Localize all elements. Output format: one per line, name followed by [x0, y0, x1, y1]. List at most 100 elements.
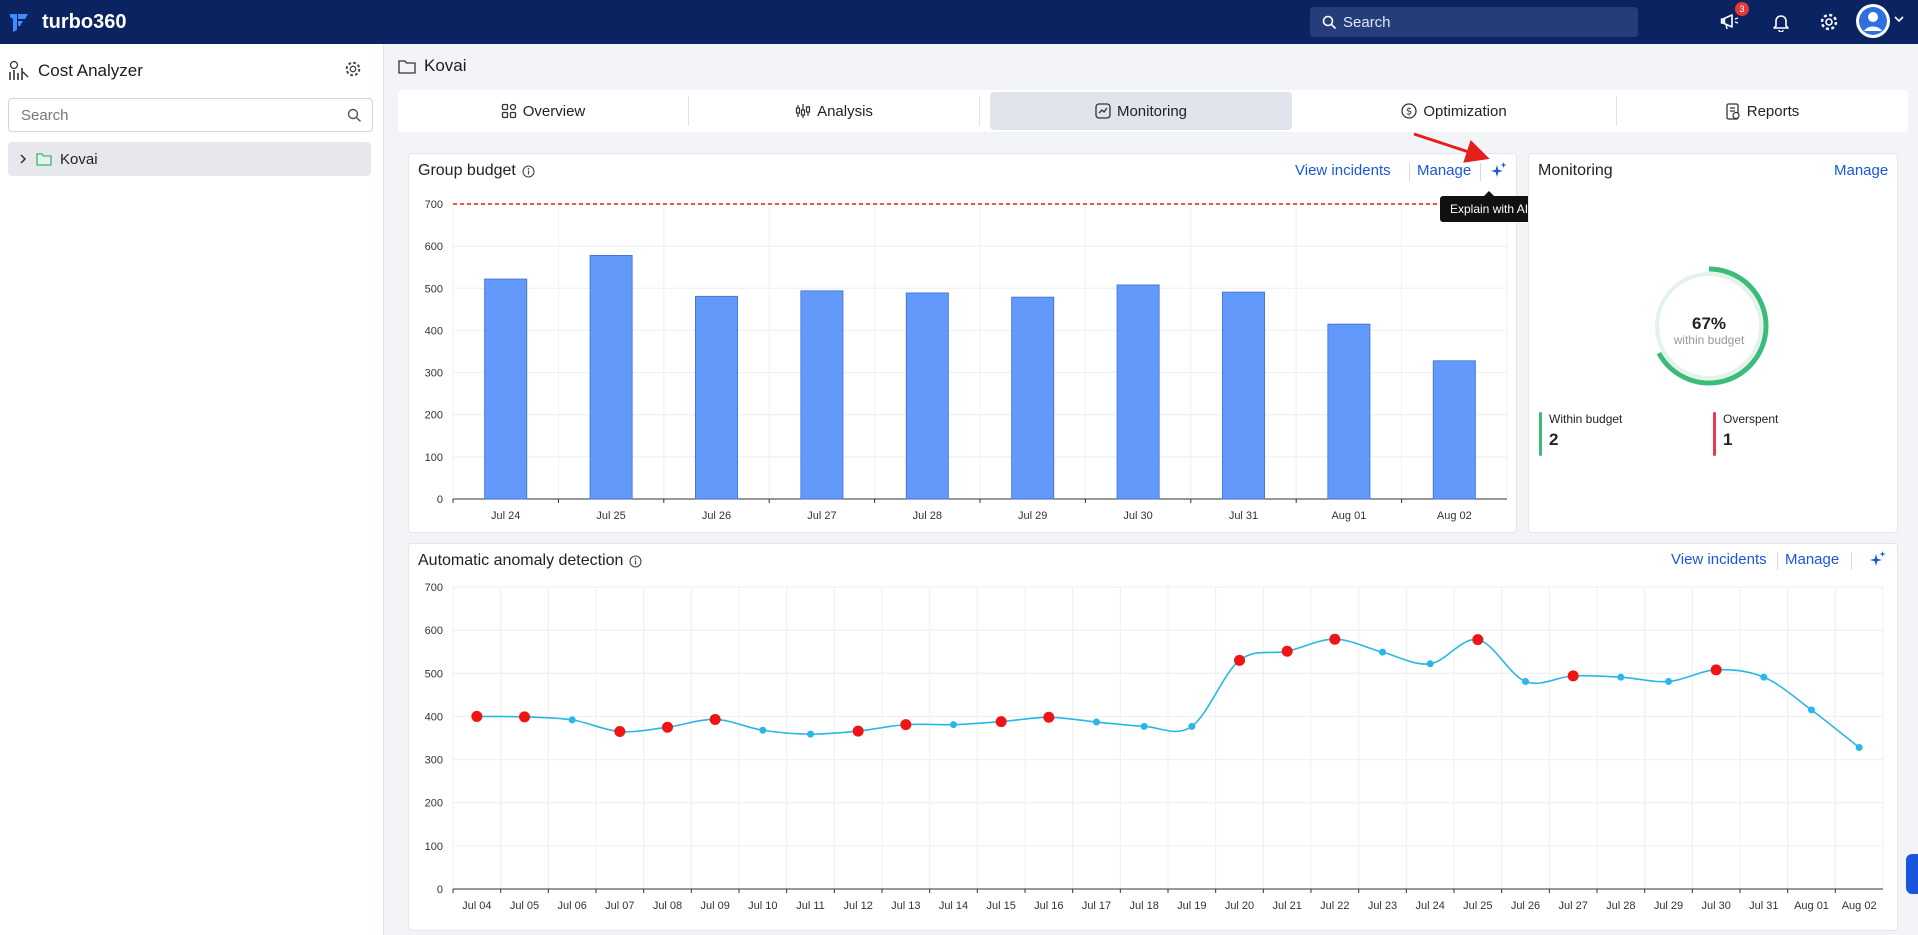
- anomaly-point[interactable]: [1281, 645, 1293, 657]
- turbo360-logo-icon: [10, 14, 28, 32]
- feedback-side-tab[interactable]: [1906, 854, 1918, 894]
- sidebar-search-input[interactable]: [21, 106, 341, 124]
- x-tick-label: Jul 22: [1320, 900, 1349, 912]
- bar[interactable]: [1222, 291, 1265, 500]
- y-tick-label: 500: [425, 283, 443, 295]
- view-incidents-link[interactable]: View incidents: [1671, 551, 1767, 568]
- monitoring-icon: [1095, 103, 1111, 119]
- anomaly-point[interactable]: [709, 713, 721, 725]
- annotation-arrow: [1413, 132, 1490, 163]
- anomaly-detection-card: Automatic anomaly detection View inciden…: [408, 543, 1898, 931]
- y-tick-label: 300: [425, 755, 443, 767]
- monitoring-card: Monitoring Manage 67% within budget With…: [1528, 153, 1898, 533]
- anomaly-point[interactable]: [614, 726, 626, 738]
- folder-icon: [36, 152, 52, 166]
- bar[interactable]: [1327, 323, 1371, 500]
- data-point[interactable]: [1665, 677, 1672, 685]
- y-tick-label: 400: [425, 325, 443, 337]
- info-icon[interactable]: [522, 164, 535, 178]
- data-point[interactable]: [568, 716, 576, 724]
- anomaly-point[interactable]: [519, 711, 530, 723]
- data-point[interactable]: [950, 721, 957, 729]
- anomaly-point[interactable]: [852, 725, 864, 737]
- tab-divider: [1616, 96, 1617, 126]
- sidebar-search-field[interactable]: [8, 98, 373, 132]
- search-icon: [1322, 15, 1337, 30]
- card-title-text: Monitoring: [1538, 162, 1613, 179]
- tab-reports[interactable]: Reports: [1617, 92, 1907, 130]
- overspent-stat: Overspent 1: [1713, 412, 1778, 456]
- tab-analysis[interactable]: Analysis: [689, 92, 979, 130]
- within-budget-indicator: [1539, 412, 1542, 456]
- x-tick-label: Jul 29: [1654, 900, 1683, 912]
- manage-link[interactable]: Manage: [1417, 162, 1472, 179]
- explain-with-ai-button[interactable]: [1869, 550, 1887, 568]
- x-tick-label: Jul 20: [1225, 900, 1254, 912]
- global-search-input[interactable]: Search: [1310, 7, 1638, 37]
- x-tick-label: Jul 18: [1129, 900, 1158, 912]
- anomaly-point[interactable]: [900, 719, 912, 731]
- anomaly-point[interactable]: [1329, 633, 1341, 645]
- data-point[interactable]: [1140, 722, 1148, 730]
- within-budget-count: 2: [1549, 430, 1559, 449]
- tab-overview[interactable]: Overview: [398, 92, 688, 130]
- anomaly-line-chart: 0 100 200 300 400 500 600 700 Jul 04 Jul 05 Jul 06…: [425, 582, 1884, 912]
- x-tick-label: Jul 11: [796, 900, 825, 912]
- data-point[interactable]: [1522, 677, 1529, 685]
- data-point[interactable]: [1760, 673, 1768, 681]
- bar[interactable]: [1116, 284, 1160, 500]
- anomaly-point[interactable]: [471, 710, 483, 722]
- data-point[interactable]: [1855, 743, 1863, 751]
- data-point[interactable]: [1808, 706, 1815, 714]
- data-point[interactable]: [1426, 660, 1434, 668]
- bar[interactable]: [1432, 360, 1476, 500]
- x-tick-label: Jul 16: [1034, 900, 1063, 912]
- bar[interactable]: [695, 295, 738, 500]
- within-budget-stat: Within budget 2: [1539, 412, 1622, 456]
- bar[interactable]: [484, 278, 528, 500]
- chevron-down-icon[interactable]: [1893, 13, 1905, 25]
- card-title-text: Automatic anomaly detection: [418, 552, 624, 569]
- anomaly-point[interactable]: [1710, 664, 1722, 676]
- anomaly-point[interactable]: [1567, 670, 1579, 682]
- tree-item-kovai[interactable]: Kovai: [8, 142, 371, 176]
- data-point[interactable]: [1188, 722, 1196, 730]
- gear-icon: [1820, 13, 1838, 31]
- notifications-button[interactable]: [1767, 8, 1795, 36]
- brand-logo[interactable]: turbo360: [8, 11, 126, 34]
- data-point[interactable]: [1379, 648, 1386, 656]
- anomaly-point[interactable]: [995, 716, 1007, 728]
- settings-button[interactable]: [1815, 8, 1843, 36]
- bar[interactable]: [800, 290, 844, 500]
- search-icon: [347, 108, 362, 128]
- folder-icon: [398, 59, 416, 74]
- monitoring-manage-link[interactable]: Manage: [1834, 162, 1889, 179]
- anomaly-point[interactable]: [662, 721, 673, 733]
- global-search-placeholder: Search: [1343, 13, 1391, 31]
- x-tick-label: Jul 26: [1511, 900, 1540, 912]
- anomaly-point[interactable]: [1234, 654, 1245, 666]
- tab-monitoring[interactable]: Monitoring: [990, 92, 1292, 130]
- chevron-right-icon[interactable]: [18, 154, 28, 164]
- tab-optimization[interactable]: $ Optimization: [1292, 92, 1616, 130]
- anomaly-point[interactable]: [1472, 634, 1484, 646]
- bar[interactable]: [1011, 296, 1055, 500]
- bar[interactable]: [589, 255, 633, 500]
- sidebar-settings-button[interactable]: [344, 60, 362, 83]
- bar[interactable]: [905, 292, 949, 500]
- data-point[interactable]: [759, 726, 767, 734]
- manage-link[interactable]: Manage: [1785, 551, 1840, 568]
- report-icon: [1725, 102, 1741, 120]
- gear-icon: [345, 61, 361, 77]
- group-budget-bar-chart: 0 100 200 300 400 500 600 700 Jul 24 Jul 25 Jul 26…: [425, 199, 1508, 522]
- anomaly-point[interactable]: [1043, 711, 1055, 723]
- svg-text:$: $: [1406, 107, 1412, 118]
- data-point[interactable]: [807, 730, 814, 738]
- view-incidents-link[interactable]: View incidents: [1295, 162, 1391, 179]
- announcements-button[interactable]: 3: [1717, 2, 1749, 36]
- user-avatar[interactable]: [1856, 4, 1890, 38]
- data-point[interactable]: [1093, 718, 1100, 726]
- info-icon[interactable]: [629, 554, 643, 568]
- explain-with-ai-button[interactable]: [1490, 161, 1508, 179]
- data-point[interactable]: [1617, 673, 1625, 681]
